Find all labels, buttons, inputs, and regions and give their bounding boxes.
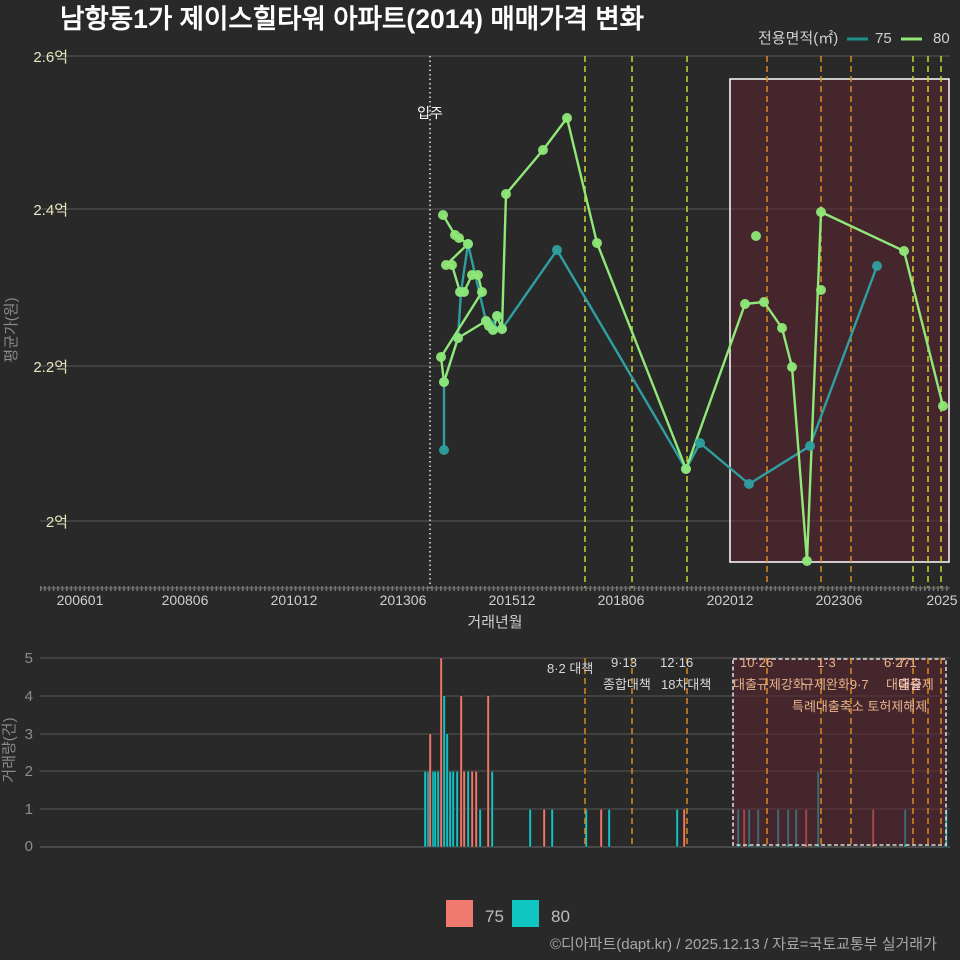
svg-text:©디아파트(dapt.kr) / 2025.12.13 /: ©디아파트(dapt.kr) / 2025.12.13 / 자료=국토교통부 실…	[550, 936, 937, 953]
svg-text:평균가(원): 평균가(원)	[3, 297, 20, 362]
svg-text:2.6억: 2.6억	[33, 49, 68, 66]
svg-text:10·26: 10·26	[740, 655, 773, 670]
svg-text:200601: 200601	[57, 592, 104, 608]
svg-text:202012: 202012	[707, 592, 754, 608]
svg-text:거래량(건): 거래량(건)	[1, 717, 18, 782]
svg-text:2: 2	[25, 763, 33, 780]
svg-text:2025: 2025	[926, 592, 957, 608]
svg-text:2.4억: 2.4억	[33, 202, 68, 219]
svg-text:3: 3	[25, 726, 33, 743]
svg-text:7·1: 7·1	[898, 655, 917, 670]
svg-text:입주: 입주	[417, 105, 443, 121]
svg-text:201306: 201306	[380, 592, 427, 608]
svg-text:남항동1가 제이스힐타워 아파트(2014) 매매가격 변화: 남항동1가 제이스힐타워 아파트(2014) 매매가격 변화	[60, 4, 644, 34]
svg-text:200806: 200806	[162, 592, 209, 608]
svg-text:201512: 201512	[489, 592, 536, 608]
svg-text:1·3: 1·3	[817, 655, 836, 670]
svg-text:18차대책: 18차대책	[661, 677, 711, 692]
svg-text:2억: 2억	[46, 514, 68, 531]
svg-text:4: 4	[25, 688, 33, 705]
svg-text:12·16: 12·16	[660, 655, 693, 670]
svg-text:종합대책: 종합대책	[603, 677, 651, 692]
svg-text:규제완화9·7: 규제완화9·7	[802, 677, 869, 692]
svg-text:1: 1	[25, 801, 33, 818]
svg-text:특례대출축소 토허제해제: 특례대출축소 토허제해제	[792, 699, 927, 714]
svg-text:거래년월: 거래년월	[467, 614, 522, 631]
svg-text:0: 0	[25, 838, 33, 855]
svg-text:8·2 대책: 8·2 대책	[547, 661, 593, 676]
svg-text:2.2억: 2.2억	[33, 359, 68, 376]
svg-text:대출: 대출	[898, 677, 922, 692]
svg-text:9·13: 9·13	[611, 655, 637, 670]
svg-text:75: 75	[485, 907, 504, 926]
svg-text:201012: 201012	[271, 592, 318, 608]
svg-text:5: 5	[25, 650, 33, 667]
svg-text:75: 75	[875, 30, 892, 47]
svg-text:202306: 202306	[816, 592, 863, 608]
svg-text:전용면적(㎡): 전용면적(㎡)	[758, 30, 838, 47]
svg-text:201806: 201806	[598, 592, 645, 608]
svg-text:80: 80	[933, 30, 950, 47]
svg-text:80: 80	[551, 907, 570, 926]
svg-text:대출규제강화: 대출규제강화	[733, 677, 805, 692]
